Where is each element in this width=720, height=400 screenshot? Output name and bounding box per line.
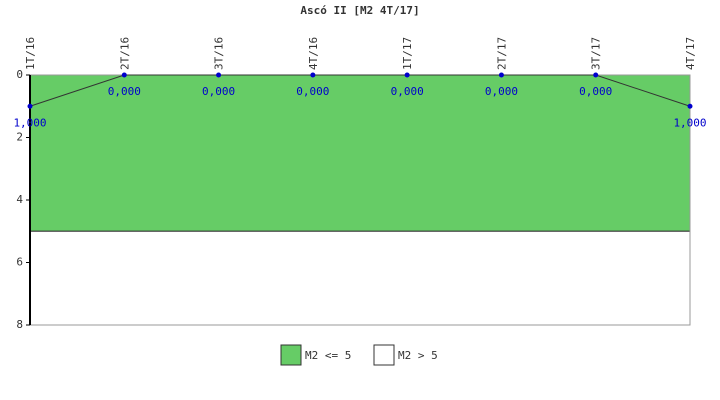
- value-label: 0,000: [579, 85, 612, 98]
- value-label: 1,000: [13, 116, 46, 129]
- x-tick-label: 3T/17: [590, 37, 603, 70]
- chart-title: Ascó II [M2 4T/17]: [300, 4, 419, 17]
- point: [121, 72, 127, 78]
- point: [216, 72, 222, 78]
- x-tick-label: 2T/16: [118, 37, 131, 70]
- x-tick-label: 4T/16: [307, 37, 320, 70]
- point: [687, 103, 693, 109]
- legend-label: M2 > 5: [398, 349, 438, 362]
- x-tick-label: 3T/16: [213, 37, 226, 70]
- y-tick-label: 6: [16, 256, 23, 269]
- value-label: 0,000: [485, 85, 518, 98]
- value-label: 1,000: [673, 116, 706, 129]
- x-tick-label: 1T/17: [401, 37, 414, 70]
- y-tick-label: 4: [16, 193, 23, 206]
- line: [29, 74, 691, 107]
- value-label: 0,000: [296, 85, 329, 98]
- point: [310, 72, 316, 78]
- y-tick-label: 2: [16, 131, 23, 144]
- legend-swatch: [280, 344, 302, 366]
- value-label: 0,000: [108, 85, 141, 98]
- legend-label: M2 <= 5: [305, 349, 351, 362]
- band: [29, 230, 691, 326]
- legend-swatch: [373, 344, 395, 366]
- band: [29, 74, 691, 232]
- y-tick-label: 8: [16, 318, 23, 331]
- x-tick-label: 1T/16: [24, 37, 37, 70]
- point: [498, 72, 504, 78]
- value-label: 0,000: [202, 85, 235, 98]
- x-tick-label: 4T/17: [684, 37, 697, 70]
- point: [593, 72, 599, 78]
- x-tick-label: 2T/17: [495, 37, 508, 70]
- point: [404, 72, 410, 78]
- value-label: 0,000: [391, 85, 424, 98]
- point: [27, 103, 33, 109]
- y-tick-label: 0: [16, 68, 23, 81]
